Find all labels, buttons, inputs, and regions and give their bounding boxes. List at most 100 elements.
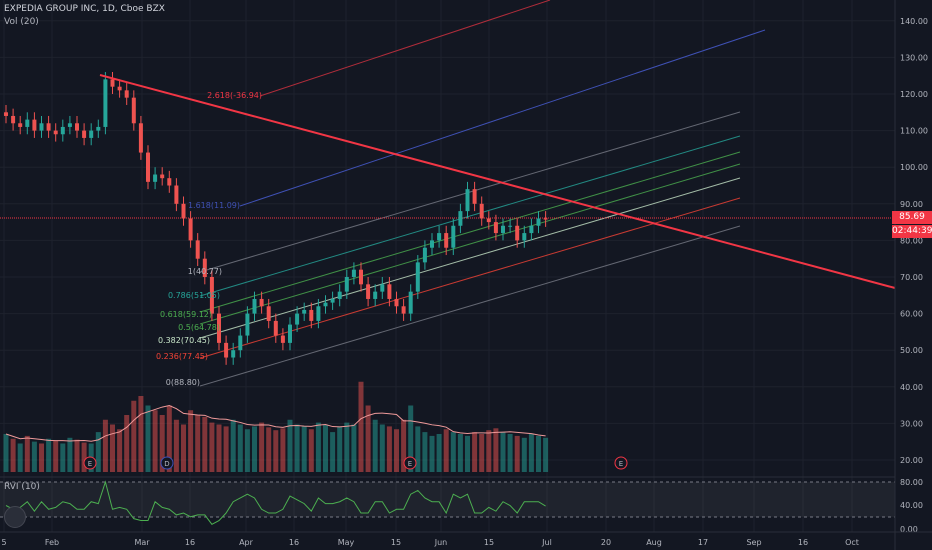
candle-body (25, 119, 30, 127)
fib-level-label: 0.618(59.12) (160, 310, 212, 319)
candle-body (522, 233, 527, 241)
y-tick-label: 40.00 (900, 383, 923, 392)
x-tick-label: 16 (798, 538, 808, 547)
volume-bar (408, 405, 414, 472)
volume-bar (486, 430, 492, 472)
volume-bar (365, 405, 371, 472)
x-tick-label: 20 (601, 538, 611, 547)
candle-body (401, 306, 406, 314)
candle-body (323, 302, 328, 307)
candle-body (280, 335, 285, 343)
volume-bar (60, 443, 66, 472)
x-tick-label: Oct (845, 538, 859, 547)
event-marker-icon (403, 456, 417, 470)
fib-level-label: 1.618(11.09) (188, 201, 240, 210)
fib-channel-line (199, 135, 741, 297)
volume-bar (17, 443, 23, 472)
volume-bar (344, 422, 350, 472)
candle-body (515, 225, 520, 241)
y-tick-label: 30.00 (900, 419, 923, 428)
x-tick-label: Aug (646, 538, 662, 547)
volume-bar (131, 400, 137, 472)
candle-body (508, 225, 513, 227)
y-tick-label: 100.00 (900, 163, 928, 172)
volume-bar (10, 438, 16, 472)
candle-body (295, 313, 300, 325)
fib-channel-line (199, 177, 741, 339)
y-tick-label: 90.00 (900, 200, 923, 209)
candle-body (330, 298, 335, 303)
candle-body (430, 240, 434, 248)
x-tick-label: Feb (45, 538, 59, 547)
candle-body (465, 189, 470, 212)
candle-body (344, 277, 349, 292)
event-marker-label: D (164, 460, 169, 468)
candle-body (337, 291, 342, 299)
downtrend-line (99, 74, 896, 289)
volume-bar (259, 422, 265, 472)
volume-bar (266, 427, 272, 472)
volume-bar (24, 435, 30, 472)
candle-body (373, 291, 378, 299)
candle-body (479, 203, 484, 219)
tradingview-logo-icon (4, 506, 26, 528)
volume-bar (67, 437, 73, 472)
volume-ma-line (5, 404, 546, 442)
candle-body (394, 298, 399, 307)
volume-bar (514, 435, 520, 472)
volume-bar (358, 381, 364, 472)
candle-body (380, 284, 385, 292)
candle-body (259, 298, 264, 307)
candle-body (451, 225, 456, 248)
candle-body (174, 185, 179, 204)
countdown-badge: 02:44:39 (892, 225, 932, 238)
trendline (99, 74, 896, 289)
candle-body (138, 123, 143, 153)
fib-channel-line (199, 111, 741, 273)
volume-bar (173, 419, 179, 472)
volume-bar (273, 430, 279, 472)
volume-bar (216, 424, 222, 472)
volume-bar (188, 410, 194, 472)
candle-body (536, 218, 541, 226)
fib-level-label: 0(88.80) (166, 378, 200, 387)
rvi-tick-label: 40.00 (900, 501, 923, 510)
rvi-line (5, 480, 546, 525)
candle-body (195, 240, 200, 259)
volume-bar (31, 441, 37, 472)
volume-bar (280, 428, 286, 472)
fib-channel-labels: 1(40.77) 0.786(51.05) 0.618(59.12) 0.5(64.7… (156, 91, 262, 387)
volume-bar (145, 405, 151, 472)
volume-bar (543, 437, 549, 472)
candle-body (188, 218, 193, 241)
candle-body (288, 324, 292, 343)
x-tick-label: 16 (289, 538, 299, 547)
volume-bar (124, 415, 130, 472)
candle-body (82, 130, 87, 138)
volume-bar (415, 426, 421, 472)
candle-body (146, 152, 150, 182)
candle-body (493, 222, 498, 234)
x-tick-label: Apr (239, 538, 254, 547)
x-tick-label: Jun (434, 538, 448, 547)
volume-bar (337, 426, 343, 472)
volume-bar (230, 419, 236, 472)
volume-bar (74, 439, 80, 472)
candle-body (103, 79, 108, 127)
candle-body (202, 258, 207, 277)
fib-channel-line (199, 197, 741, 359)
volume-bar (181, 424, 186, 472)
volume-bar (39, 443, 44, 472)
candle-body (543, 218, 548, 220)
volume-bar (110, 424, 115, 472)
volume-bar (323, 424, 328, 472)
volume-bar (379, 424, 385, 472)
candle-body (316, 306, 321, 321)
candle-body (415, 262, 420, 292)
volume-bar (351, 424, 357, 472)
candle-body (486, 218, 491, 223)
candle-body (224, 342, 229, 358)
fib-level-label: 0.5(64.78) (178, 323, 220, 332)
fib-channel (0, 0, 895, 387)
